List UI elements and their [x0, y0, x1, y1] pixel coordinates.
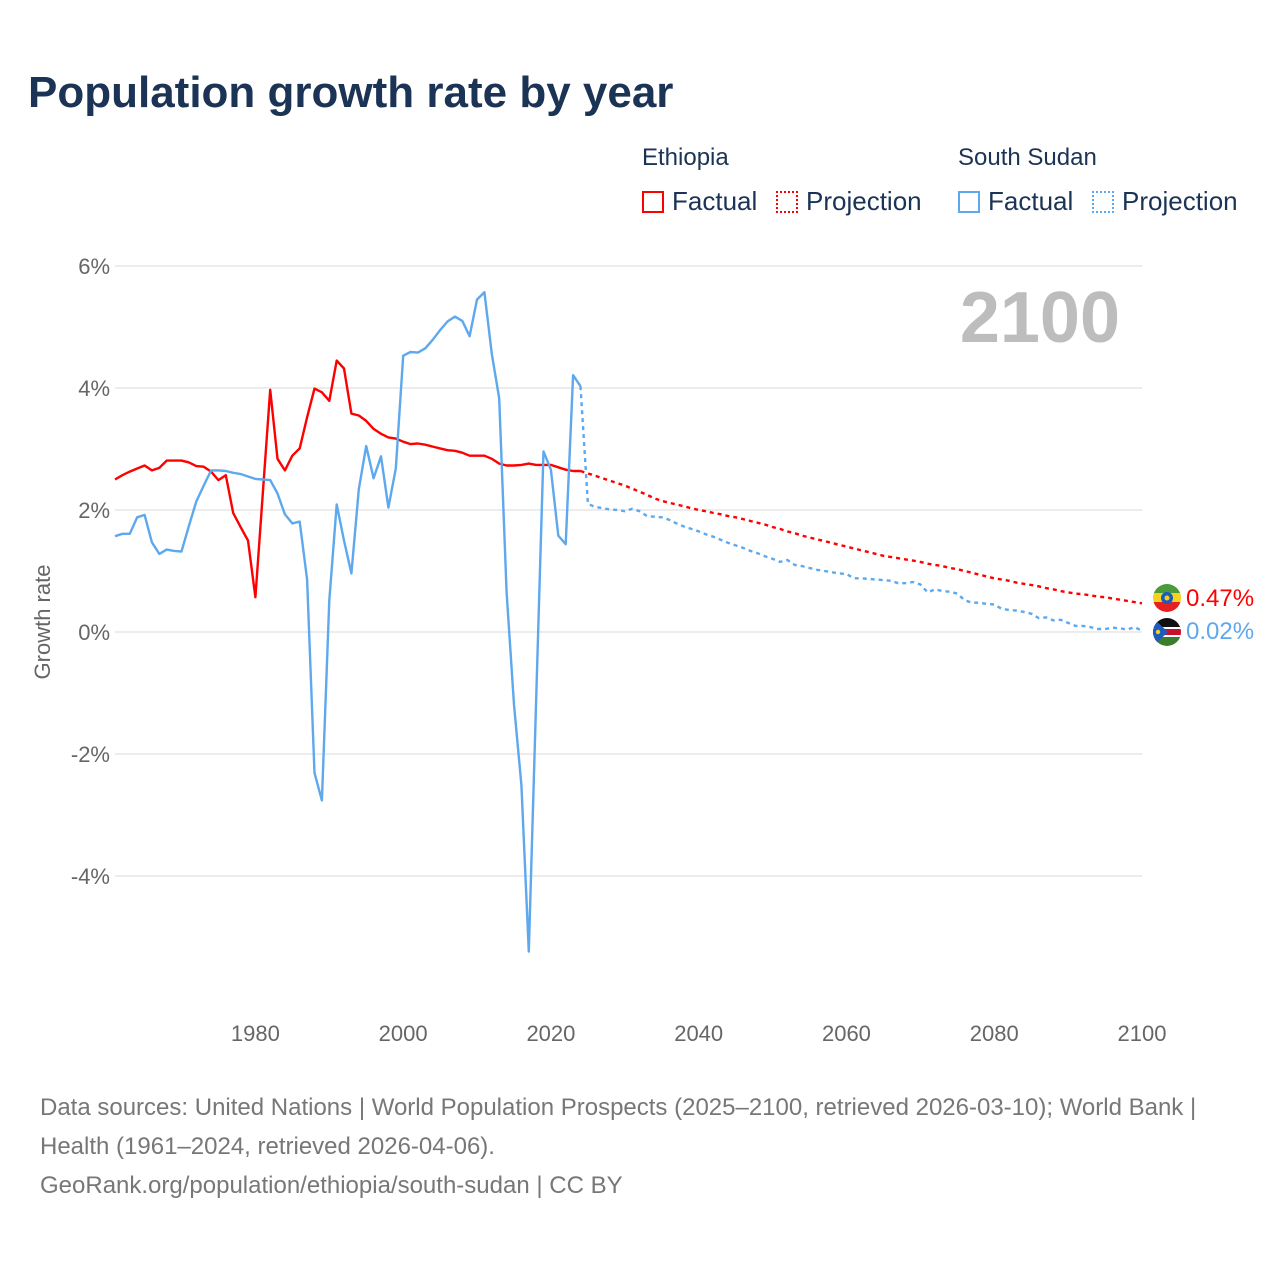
x-tick-label: 1980 [231, 1021, 280, 1046]
ethiopia-flag-icon [1153, 584, 1181, 612]
legend-south-sudan-factual[interactable]: Factual [958, 186, 1073, 217]
south-sudan-factual-line [114, 291, 582, 953]
legend-south-sudan-projection[interactable]: Projection [1092, 186, 1238, 217]
y-tick-label: -4% [71, 864, 110, 889]
legend-swatch-solid-red [642, 190, 664, 213]
source-link[interactable]: GeoRank.org/population/ethiopia/south-su… [40, 1172, 623, 1199]
y-axis-label: Growth rate [30, 565, 55, 680]
legend-south-sudan-title: South Sudan [958, 144, 1097, 171]
legend-ethiopia-title: Ethiopia [642, 144, 729, 171]
south-sudan-projection-line [579, 386, 1143, 632]
y-tick-label: 2% [78, 498, 110, 523]
x-tick-label: 2040 [674, 1021, 723, 1046]
y-tick-label: 4% [78, 376, 110, 401]
x-tick-label: 2080 [970, 1021, 1019, 1046]
data-sources: Data sources: United Nations | World Pop… [40, 1094, 1197, 1160]
legend-swatch-dotted-red [776, 190, 798, 213]
x-tick-label: 2060 [822, 1021, 871, 1046]
ethiopia-projection-line [580, 469, 1143, 605]
legend-swatch-dotted-blue [1092, 190, 1114, 213]
legend-ethiopia-projection[interactable]: Projection [776, 186, 922, 217]
legend-label: Factual [988, 186, 1074, 216]
legend-label: Factual [672, 186, 758, 216]
year-display: 2100 [960, 278, 1120, 358]
x-tick-label: 2100 [1118, 1021, 1167, 1046]
legend-label: Projection [1122, 186, 1238, 216]
ethiopia-end-label: 0.47% [1186, 585, 1254, 612]
legend-swatch-solid-blue [958, 190, 980, 213]
x-tick-label: 2020 [526, 1021, 575, 1046]
x-tick-label: 2000 [379, 1021, 428, 1046]
legend-ethiopia-factual[interactable]: Factual [642, 186, 757, 217]
south-sudan-end-label: 0.02% [1186, 618, 1254, 645]
footer: Data sources: United Nations | World Pop… [40, 1088, 1240, 1205]
chart-title: Population growth rate by year [28, 68, 674, 117]
y-tick-label: -2% [71, 742, 110, 767]
south-sudan-flag-icon [1153, 618, 1181, 646]
legend-label: Projection [806, 186, 922, 216]
y-tick-label: 0% [78, 620, 110, 645]
y-tick-label: 6% [78, 254, 110, 279]
